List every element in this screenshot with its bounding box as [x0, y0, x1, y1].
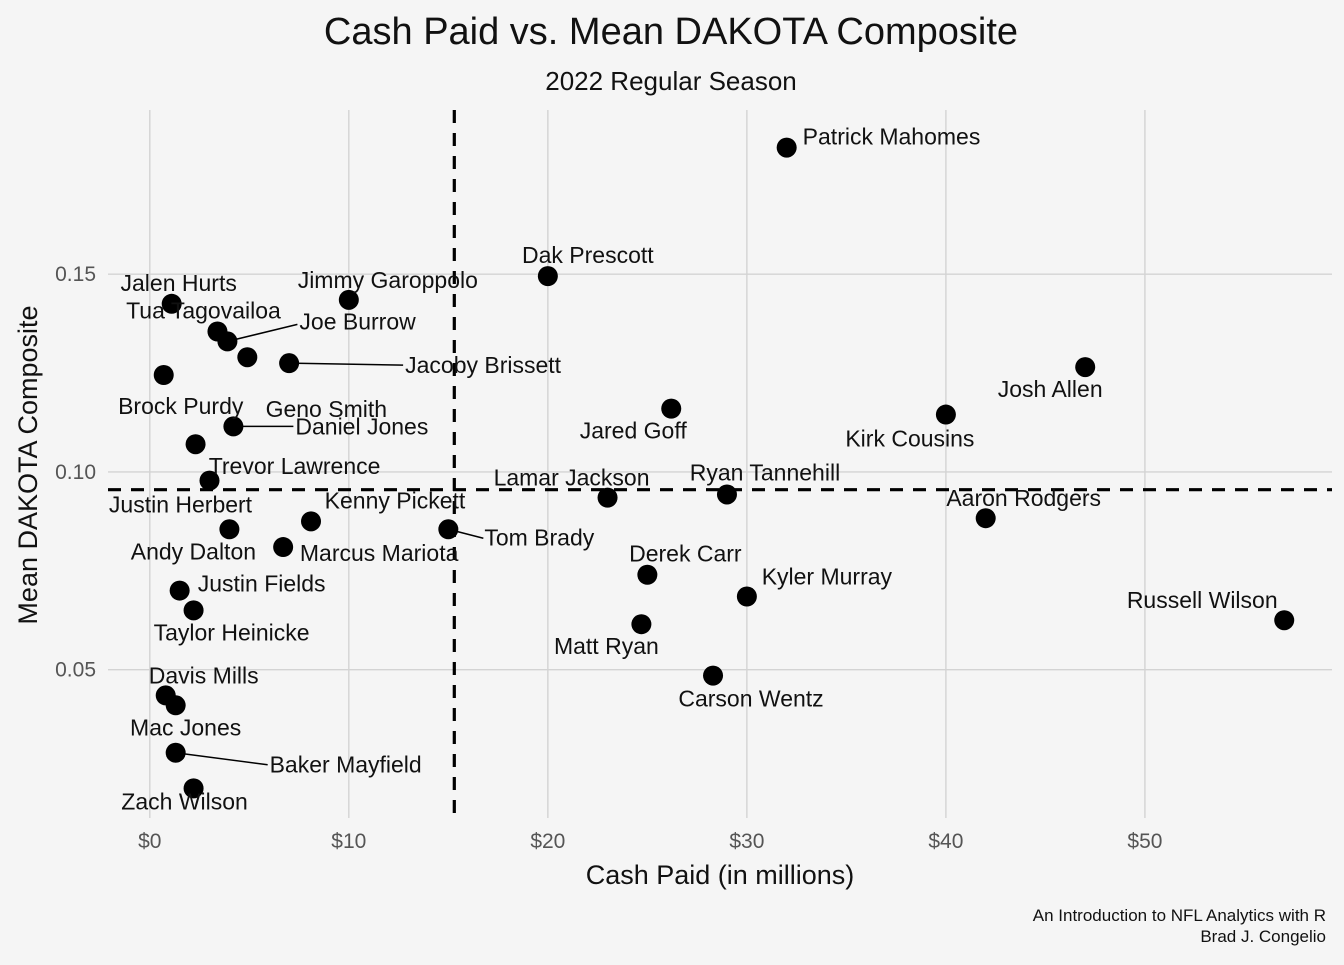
data-point — [661, 398, 682, 419]
point-label: Kirk Cousins — [845, 426, 974, 452]
point-label: Kenny Pickett — [325, 487, 466, 513]
data-point — [217, 331, 238, 352]
point-label: Jalen Hurts — [121, 270, 237, 296]
gridlines — [108, 110, 1332, 818]
reference-lines — [108, 110, 1332, 818]
data-point — [183, 600, 204, 621]
point-label: Justin Fields — [198, 571, 326, 597]
leader-line — [175, 751, 268, 766]
data-point — [631, 614, 652, 635]
point-label: Josh Allen — [998, 376, 1103, 402]
point-label: Andy Dalton — [131, 538, 256, 564]
point-label: Mac Jones — [130, 714, 241, 740]
point-label: Russell Wilson — [1127, 587, 1278, 613]
data-point — [165, 695, 186, 716]
point-label: Taylor Heinicke — [154, 619, 310, 645]
y-tick-label: 0.15 — [55, 263, 96, 286]
point-label: Marcus Mariota — [300, 540, 459, 566]
chart-subtitle: 2022 Regular Season — [545, 66, 797, 96]
point-label: Derek Carr — [629, 541, 742, 567]
x-tick-label: $30 — [729, 830, 764, 853]
point-label: Tom Brady — [484, 524, 594, 550]
point-label: Carson Wentz — [678, 686, 823, 712]
x-tick-label: $10 — [331, 830, 366, 853]
point-label: Zach Wilson — [121, 788, 248, 814]
point-label: Tua Tagovailoa — [126, 297, 281, 323]
data-point — [703, 665, 724, 686]
point-label: Dak Prescott — [522, 242, 654, 268]
data-point — [237, 347, 258, 368]
point-label: Brock Purdy — [118, 393, 244, 419]
x-tick-label: $50 — [1127, 830, 1162, 853]
caption-line-2: Brad J. Congelio — [1200, 927, 1326, 946]
data-point — [223, 416, 244, 437]
point-label: Lamar Jackson — [494, 465, 650, 491]
data-point — [199, 470, 220, 491]
y-tick-label: 0.05 — [55, 659, 96, 682]
x-axis-title: Cash Paid (in millions) — [586, 860, 855, 890]
point-label: Jared Goff — [580, 418, 688, 444]
data-point — [183, 778, 204, 799]
y-tick-label: 0.10 — [55, 461, 96, 484]
point-label: Davis Mills — [149, 662, 259, 688]
point-label: Matt Ryan — [554, 633, 659, 659]
data-points — [153, 137, 1295, 799]
point-label: Kyler Murray — [762, 564, 893, 590]
data-point — [338, 289, 359, 310]
data-point — [165, 742, 186, 763]
data-point — [219, 519, 240, 540]
point-label: Patrick Mahomes — [803, 124, 981, 150]
data-point — [438, 519, 459, 540]
point-label: Daniel Jones — [295, 413, 428, 439]
data-point — [935, 404, 956, 425]
data-point — [153, 365, 174, 386]
point-label: Aaron Rodgers — [946, 485, 1101, 511]
data-point — [716, 484, 737, 505]
data-point — [301, 511, 322, 532]
point-label: Joe Burrow — [299, 308, 416, 334]
y-axis-title: Mean DAKOTA Composite — [13, 305, 43, 624]
data-point — [537, 266, 558, 287]
leader-line — [227, 323, 298, 343]
data-point — [279, 353, 300, 374]
data-point — [1274, 610, 1295, 631]
tick-labels: $0 $10 $20 $30 $40 $50 0.05 0.10 0.15 — [55, 263, 1162, 853]
data-point — [637, 564, 658, 585]
chart-title: Cash Paid vs. Mean DAKOTA Composite — [324, 11, 1018, 53]
caption-line-1: An Introduction to NFL Analytics with R — [1033, 906, 1326, 925]
point-label: Jacoby Brissett — [405, 352, 562, 378]
data-point — [1075, 357, 1096, 378]
point-label: Baker Mayfield — [270, 752, 422, 778]
data-point — [776, 137, 797, 158]
data-point — [161, 293, 182, 314]
data-point — [975, 508, 996, 529]
point-label: Geno Smith — [266, 396, 387, 422]
data-point — [597, 487, 618, 508]
point-label: Ryan Tannehill — [690, 459, 840, 485]
x-tick-label: $0 — [138, 830, 161, 853]
point-labels: Patrick Mahomes Dak Prescott Jimmy Garoppo… — [109, 124, 1278, 815]
x-tick-label: $40 — [928, 830, 963, 853]
data-point — [185, 434, 206, 455]
point-label: Jimmy Garoppolo — [298, 267, 478, 293]
data-point — [273, 537, 294, 558]
point-label: Justin Herbert — [109, 492, 253, 518]
x-tick-label: $20 — [530, 830, 565, 853]
data-point — [169, 580, 190, 601]
leader-line — [289, 362, 404, 366]
point-label: Trevor Lawrence — [209, 453, 381, 479]
data-point — [736, 586, 757, 607]
